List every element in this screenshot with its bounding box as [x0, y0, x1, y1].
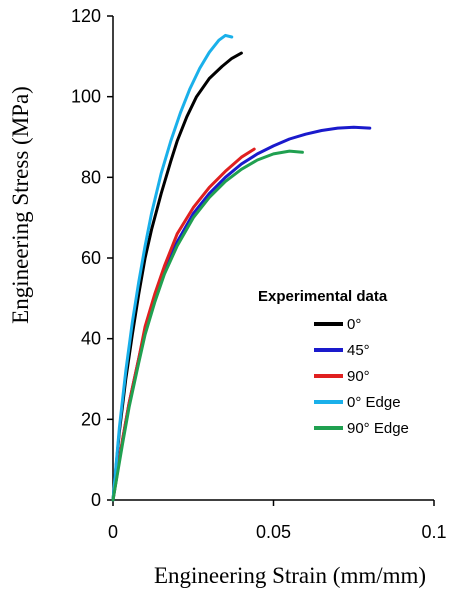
y-tick-label: 40	[81, 329, 101, 349]
y-tick-label: 120	[71, 6, 101, 26]
series-line	[111, 33, 234, 502]
legend: Experimental data 0° 45° 90° 0° Edge 90° Edg…	[258, 288, 409, 437]
legend-label: 0°	[347, 316, 361, 333]
x-tick-label: 0.1	[421, 522, 446, 542]
y-tick-label: 100	[71, 87, 101, 107]
legend-items: 0° 45° 90° 0° Edge 90° Edge	[314, 316, 409, 437]
legend-title: Experimental data	[258, 288, 388, 305]
y-ticks: 0 20 40 60 80 100 120	[71, 6, 113, 510]
y-tick-label: 0	[91, 490, 101, 510]
x-ticks: 0 0.05 0.1	[108, 500, 447, 542]
series-line	[111, 149, 304, 502]
y-axis-title: Engineering Stress (MPa)	[8, 86, 33, 324]
y-tick-label: 60	[81, 248, 101, 268]
y-tick-label: 80	[81, 167, 101, 187]
y-tick-label: 20	[81, 409, 101, 429]
x-axis-title: Engineering Strain (mm/mm)	[154, 563, 426, 588]
x-tick-label: 0.05	[256, 522, 291, 542]
legend-label: 90° Edge	[347, 420, 409, 437]
legend-label: 90°	[347, 368, 370, 385]
axes: 0 20 40 60 80 100 120 0 0.05 0.1	[71, 6, 447, 542]
series-layer	[111, 33, 372, 502]
x-tick-label: 0	[108, 522, 118, 542]
legend-label: 45°	[347, 342, 370, 359]
legend-label: 0° Edge	[347, 394, 401, 411]
